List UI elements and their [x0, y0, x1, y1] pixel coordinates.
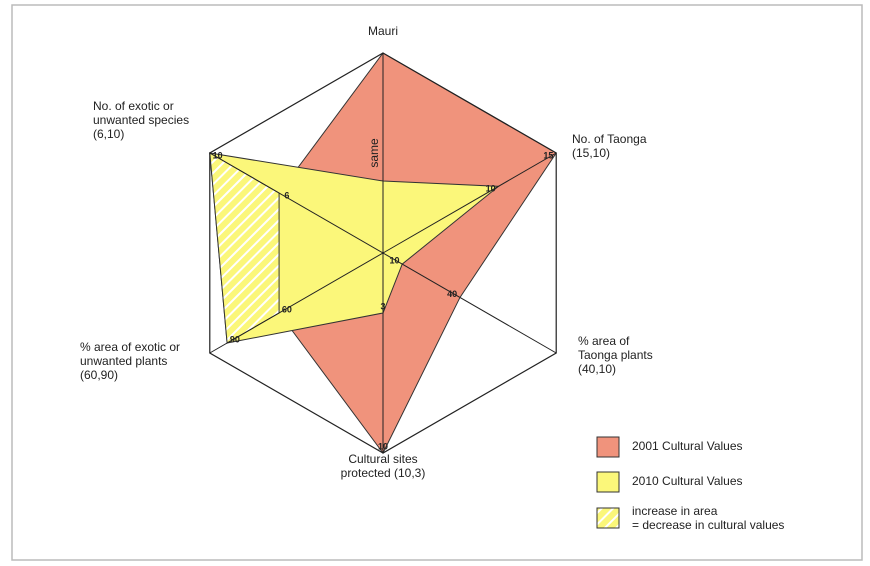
spoke	[382, 252, 557, 354]
axis-label: No. of Taonga	[572, 132, 647, 146]
axis-label: Cultural sites	[348, 452, 417, 466]
legend-label: increase in area	[632, 504, 718, 518]
spoke	[382, 152, 557, 254]
axis-label: unwanted plants	[80, 354, 167, 368]
legend-label: = decrease in cultural values	[632, 518, 784, 532]
value-label: 15	[543, 150, 553, 160]
axis-label: (40,10)	[578, 362, 616, 376]
axis-label: Mauri	[368, 24, 398, 38]
legend-swatch	[596, 436, 620, 458]
value-label: 10	[378, 441, 388, 451]
axis-label: No. of exotic or	[93, 99, 174, 113]
value-label: 60	[282, 304, 292, 314]
axis-label: Taonga plants	[578, 348, 653, 362]
value-label: 6	[284, 190, 289, 200]
axis-label: protected (10,3)	[341, 466, 426, 480]
axis-label: (60,90)	[80, 368, 118, 382]
axis-label: % area of	[578, 334, 630, 348]
spoke	[209, 152, 384, 254]
annotation: same	[367, 138, 381, 168]
value-label: 10	[389, 255, 399, 265]
axis-label: (6,10)	[93, 127, 124, 141]
legend-swatch	[596, 471, 620, 493]
value-label: 90	[230, 334, 240, 344]
value-label: 10	[486, 184, 496, 194]
axis-label: (15,10)	[572, 146, 610, 160]
axis-label: % area of exotic or	[80, 340, 180, 354]
frame	[11, 4, 863, 561]
value-label: 3	[380, 301, 385, 311]
legend-label: 2001 Cultural Values	[632, 439, 743, 453]
spoke	[209, 252, 384, 354]
legend-swatch	[596, 507, 620, 529]
axis-label: unwanted species	[93, 113, 189, 127]
value-label: 40	[447, 289, 457, 299]
legend-label: 2010 Cultural Values	[632, 474, 743, 488]
value-label: 10	[213, 150, 223, 160]
